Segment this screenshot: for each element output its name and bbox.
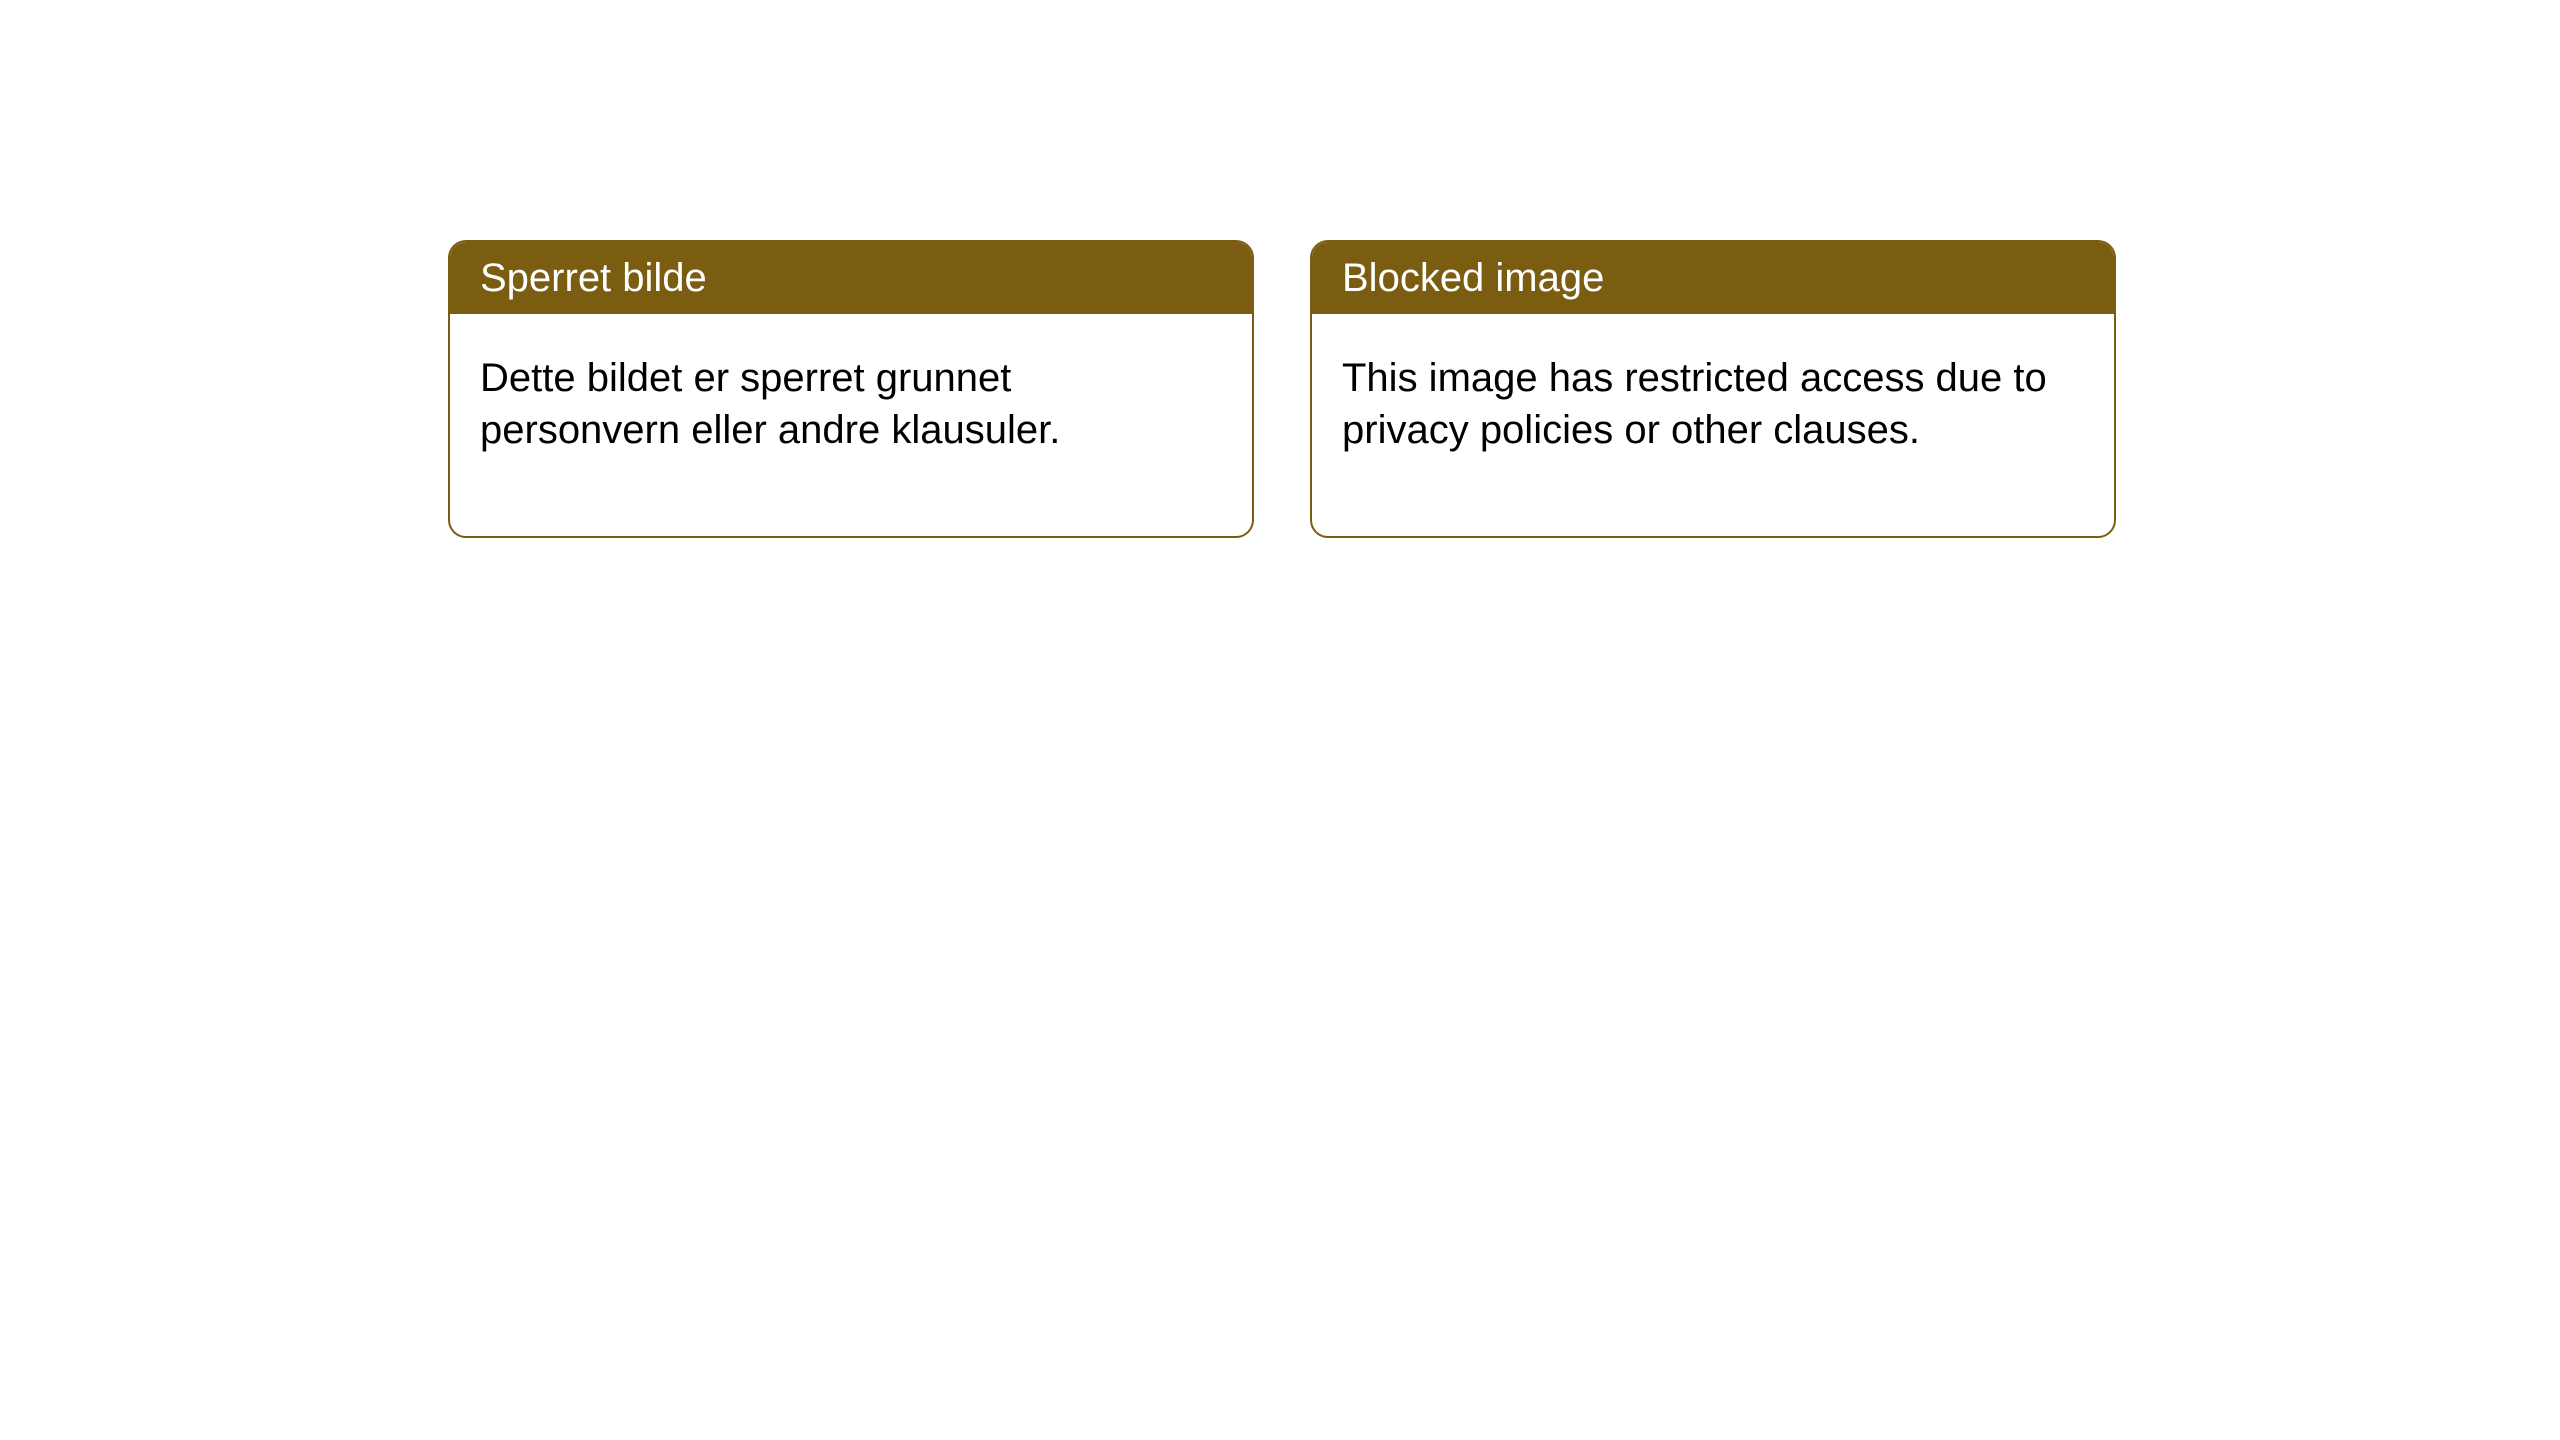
card-body-no: Dette bildet er sperret grunnet personve…	[450, 314, 1252, 536]
card-body-en: This image has restricted access due to …	[1312, 314, 2114, 536]
blocked-image-card-en: Blocked image This image has restricted …	[1310, 240, 2116, 538]
cards-container: Sperret bilde Dette bildet er sperret gr…	[0, 0, 2560, 538]
card-header-no: Sperret bilde	[450, 242, 1252, 314]
blocked-image-card-no: Sperret bilde Dette bildet er sperret gr…	[448, 240, 1254, 538]
card-header-en: Blocked image	[1312, 242, 2114, 314]
